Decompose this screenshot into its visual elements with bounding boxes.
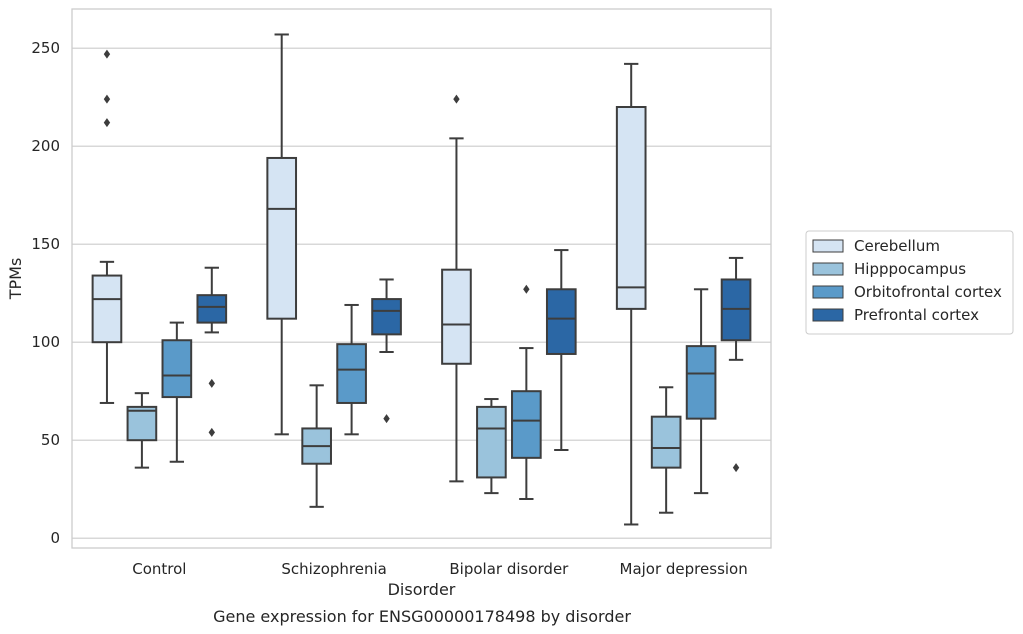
box-prefrontal-cortex-3 xyxy=(720,256,752,473)
box-iqr xyxy=(615,106,647,310)
outlier-point xyxy=(103,94,111,104)
box-iqr xyxy=(126,405,158,442)
box-hipppocampus-2 xyxy=(476,398,507,495)
y-tick-label: 0 xyxy=(50,529,60,547)
outlier-point xyxy=(208,378,215,388)
box-cerebellum-0 xyxy=(91,49,123,404)
legend-frame xyxy=(805,230,1014,335)
x-tick-label: Major depression xyxy=(620,560,748,578)
x-tick-labels: Control Schizophrenia Bipolar disorder Majo… xyxy=(132,560,747,578)
legend-swatch xyxy=(812,239,844,253)
y-tick-labels: 0 50 100 150 200 250 xyxy=(31,39,60,547)
box-hipppocampus-3 xyxy=(650,386,682,514)
box-iqr xyxy=(196,294,228,324)
y-tick-label: 150 xyxy=(31,235,60,253)
box-iqr xyxy=(650,415,682,469)
box-cerebellum-3 xyxy=(615,62,647,526)
legend-label: Prefrontal cortex xyxy=(854,306,979,324)
x-tick-label: Bipolar disorder xyxy=(449,560,569,578)
outlier-point xyxy=(208,427,215,437)
box-iqr xyxy=(476,405,507,479)
outlier-point xyxy=(523,284,530,294)
box-iqr xyxy=(336,343,367,404)
y-tick-label: 50 xyxy=(41,431,60,449)
box-orbitofrontal-cortex-3 xyxy=(685,288,717,495)
outlier-point xyxy=(732,463,740,473)
y-tick-label: 250 xyxy=(31,39,60,57)
box-iqr xyxy=(91,274,123,344)
box-iqr xyxy=(441,268,472,365)
box-cerebellum-1 xyxy=(266,33,298,436)
legend-label: Cerebellum xyxy=(854,237,940,255)
outlier-point xyxy=(103,118,111,128)
box-iqr xyxy=(371,298,402,336)
box-orbitofrontal-cortex-1 xyxy=(336,303,367,436)
plot-frame xyxy=(71,8,772,549)
box-iqr xyxy=(545,288,577,355)
y-tick-label: 100 xyxy=(31,333,60,351)
legend-swatch xyxy=(812,262,844,276)
x-axis-title: Disorder xyxy=(388,580,456,599)
chart-title: Gene expression for ENSG00000178498 by d… xyxy=(213,607,631,626)
outlier-point xyxy=(453,94,460,104)
boxes xyxy=(91,33,752,526)
box-hipppocampus-1 xyxy=(301,384,332,508)
legend-swatch xyxy=(812,308,844,322)
legend: Cerebellum Hipppocampus Orbitofrontal cort… xyxy=(805,230,1014,335)
box-prefrontal-cortex-2 xyxy=(545,249,577,451)
legend-label: Hipppocampus xyxy=(854,260,966,278)
box-iqr xyxy=(511,390,542,459)
x-tick-label: Schizophrenia xyxy=(281,560,386,578)
box-prefrontal-cortex-0 xyxy=(196,266,228,437)
box-prefrontal-cortex-1 xyxy=(371,278,402,424)
y-tick-label: 200 xyxy=(31,137,60,155)
box-hipppocampus-0 xyxy=(126,392,158,469)
outlier-point xyxy=(383,414,390,424)
legend-swatch xyxy=(812,285,844,299)
outlier-point xyxy=(103,49,111,59)
box-iqr xyxy=(161,339,193,399)
box-orbitofrontal-cortex-2 xyxy=(511,284,542,500)
y-axis-title: TPMs xyxy=(6,258,25,301)
box-iqr xyxy=(685,345,717,420)
box-iqr xyxy=(266,156,298,320)
legend-label: Orbitofrontal cortex xyxy=(854,283,1002,301)
box-orbitofrontal-cortex-0 xyxy=(161,321,193,463)
box-cerebellum-2 xyxy=(441,94,472,483)
x-tick-label: Control xyxy=(132,560,186,578)
